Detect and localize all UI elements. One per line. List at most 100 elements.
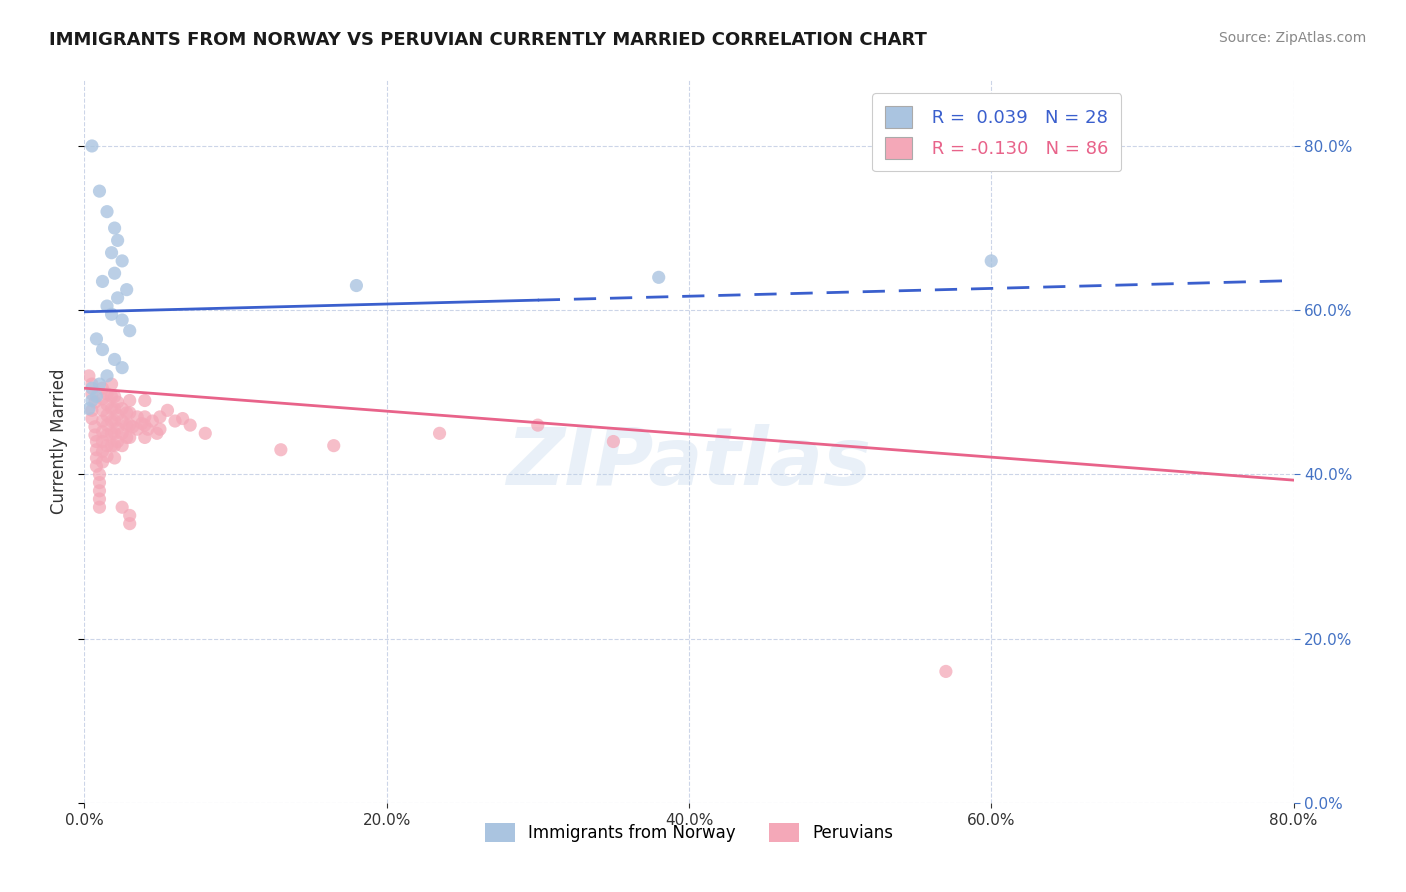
Point — [91, 381, 114, 395]
Point — [96, 418, 118, 433]
Point — [935, 665, 957, 679]
Point — [165, 414, 187, 428]
Legend: Immigrants from Norway, Peruvians: Immigrants from Norway, Peruvians — [478, 816, 900, 848]
Point — [429, 426, 451, 441]
Point — [89, 184, 111, 198]
Point — [91, 343, 114, 357]
Point — [77, 401, 100, 416]
Point — [115, 430, 138, 444]
Point — [104, 401, 127, 416]
Text: IMMIGRANTS FROM NORWAY VS PERUVIAN CURRENTLY MARRIED CORRELATION CHART: IMMIGRANTS FROM NORWAY VS PERUVIAN CURRE… — [49, 31, 927, 49]
Point — [80, 139, 103, 153]
Point — [104, 450, 127, 465]
Point — [89, 491, 111, 506]
Point — [346, 278, 368, 293]
Point — [134, 430, 156, 444]
Point — [111, 401, 134, 416]
Point — [84, 395, 107, 409]
Point — [115, 283, 138, 297]
Point — [146, 426, 169, 441]
Point — [111, 439, 134, 453]
Point — [100, 307, 122, 321]
Point — [86, 332, 108, 346]
Point — [127, 422, 149, 436]
Point — [107, 233, 129, 247]
Point — [91, 434, 114, 449]
Point — [96, 428, 118, 442]
Point — [107, 291, 129, 305]
Point — [91, 392, 114, 406]
Point — [91, 275, 114, 289]
Point — [80, 411, 103, 425]
Point — [100, 414, 122, 428]
Point — [80, 403, 103, 417]
Point — [89, 483, 111, 498]
Point — [111, 500, 134, 515]
Point — [270, 442, 292, 457]
Point — [111, 414, 134, 428]
Point — [602, 434, 624, 449]
Point — [111, 360, 134, 375]
Point — [121, 419, 143, 434]
Point — [111, 426, 134, 441]
Point — [80, 393, 103, 408]
Point — [527, 418, 550, 433]
Point — [104, 439, 127, 453]
Point — [89, 500, 111, 515]
Point — [194, 426, 217, 441]
Point — [100, 439, 122, 453]
Point — [89, 467, 111, 482]
Point — [96, 409, 118, 423]
Point — [980, 253, 1002, 268]
Point — [118, 324, 141, 338]
Point — [91, 403, 114, 417]
Point — [111, 253, 134, 268]
Point — [111, 313, 134, 327]
Point — [648, 270, 671, 285]
Point — [104, 352, 127, 367]
Point — [131, 417, 153, 431]
Point — [156, 403, 179, 417]
Point — [104, 221, 127, 235]
Point — [96, 299, 118, 313]
Point — [118, 516, 141, 531]
Point — [107, 421, 129, 435]
Point — [96, 204, 118, 219]
Point — [80, 377, 103, 392]
Point — [96, 398, 118, 412]
Point — [107, 409, 129, 423]
Point — [149, 409, 172, 424]
Point — [91, 455, 114, 469]
Point — [80, 381, 103, 395]
Point — [134, 409, 156, 424]
Point — [118, 418, 141, 433]
Point — [115, 418, 138, 433]
Point — [86, 450, 108, 465]
Point — [91, 414, 114, 428]
Point — [172, 411, 194, 425]
Text: Source: ZipAtlas.com: Source: ZipAtlas.com — [1219, 31, 1367, 45]
Point — [96, 439, 118, 453]
Point — [118, 508, 141, 523]
Point — [89, 475, 111, 490]
Point — [86, 459, 108, 474]
Point — [115, 406, 138, 420]
Point — [96, 450, 118, 464]
Point — [100, 401, 122, 416]
Point — [134, 418, 156, 433]
Point — [80, 387, 103, 401]
Point — [134, 393, 156, 408]
Point — [100, 245, 122, 260]
Point — [322, 439, 344, 453]
Point — [104, 266, 127, 280]
Point — [86, 442, 108, 457]
Point — [100, 389, 122, 403]
Point — [89, 377, 111, 392]
Point — [104, 426, 127, 441]
Point — [136, 422, 159, 436]
Point — [96, 368, 118, 383]
Point — [77, 368, 100, 383]
Point — [91, 444, 114, 458]
Point — [118, 393, 141, 408]
Point — [104, 389, 127, 403]
